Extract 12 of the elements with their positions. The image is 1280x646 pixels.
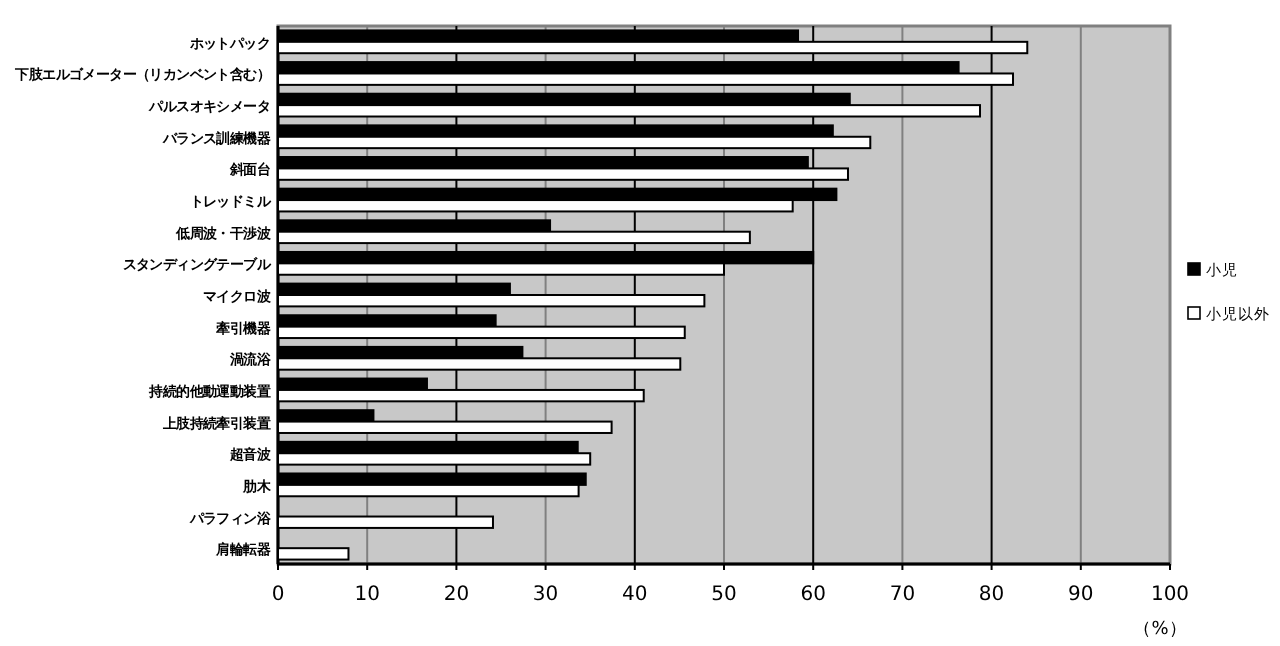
x-tick-label: 70 (889, 584, 916, 606)
x-tick-label: 20 (443, 584, 470, 606)
x-tick-label: 40 (622, 584, 648, 606)
x-tick-label: 30 (532, 584, 559, 606)
x-tick-label: 50 (711, 584, 737, 606)
x-tick-label: 90 (1068, 584, 1094, 606)
x-tick-label: 60 (800, 584, 826, 606)
x-tick-label: 100 (1150, 584, 1190, 606)
x-axis-title: （%） (1133, 620, 1187, 640)
x-tick-label: 0 (271, 584, 285, 606)
x-tick-label: 10 (354, 584, 380, 606)
x-tick-label: 80 (978, 584, 1005, 606)
